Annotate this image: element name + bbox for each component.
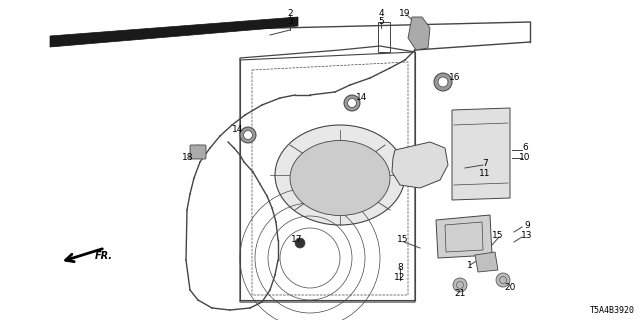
Text: 16: 16 bbox=[449, 74, 461, 83]
Polygon shape bbox=[452, 108, 510, 200]
Text: 5: 5 bbox=[378, 18, 384, 27]
Circle shape bbox=[348, 99, 356, 108]
Text: 3: 3 bbox=[287, 18, 293, 27]
Text: 14: 14 bbox=[356, 92, 368, 101]
Text: 21: 21 bbox=[454, 289, 466, 298]
Ellipse shape bbox=[290, 140, 390, 215]
Polygon shape bbox=[50, 17, 298, 47]
Circle shape bbox=[244, 131, 252, 140]
Text: 20: 20 bbox=[504, 284, 516, 292]
Circle shape bbox=[240, 127, 256, 143]
Circle shape bbox=[438, 77, 448, 87]
Circle shape bbox=[453, 278, 467, 292]
Text: 19: 19 bbox=[399, 9, 411, 18]
Polygon shape bbox=[475, 252, 498, 272]
Text: 12: 12 bbox=[394, 273, 406, 282]
Text: 11: 11 bbox=[479, 169, 491, 178]
Text: 8: 8 bbox=[397, 262, 403, 271]
Text: 1: 1 bbox=[467, 260, 473, 269]
Text: 4: 4 bbox=[378, 9, 384, 18]
Text: T5A4B3920: T5A4B3920 bbox=[590, 306, 635, 315]
Text: 15: 15 bbox=[492, 230, 504, 239]
Circle shape bbox=[344, 95, 360, 111]
Text: 7: 7 bbox=[482, 158, 488, 167]
Text: 15: 15 bbox=[397, 236, 409, 244]
FancyBboxPatch shape bbox=[190, 145, 206, 159]
Circle shape bbox=[496, 273, 510, 287]
Circle shape bbox=[434, 73, 452, 91]
Text: 2: 2 bbox=[287, 9, 293, 18]
Text: 6: 6 bbox=[522, 143, 528, 153]
Polygon shape bbox=[408, 17, 430, 50]
Text: 13: 13 bbox=[521, 230, 532, 239]
Text: FR.: FR. bbox=[95, 251, 113, 261]
Text: 9: 9 bbox=[524, 220, 530, 229]
Text: 18: 18 bbox=[182, 154, 194, 163]
Polygon shape bbox=[436, 215, 492, 258]
Ellipse shape bbox=[275, 125, 405, 225]
Text: 17: 17 bbox=[291, 236, 303, 244]
Text: 14: 14 bbox=[232, 125, 244, 134]
Text: 10: 10 bbox=[519, 154, 531, 163]
Circle shape bbox=[295, 238, 305, 248]
Polygon shape bbox=[392, 142, 448, 188]
